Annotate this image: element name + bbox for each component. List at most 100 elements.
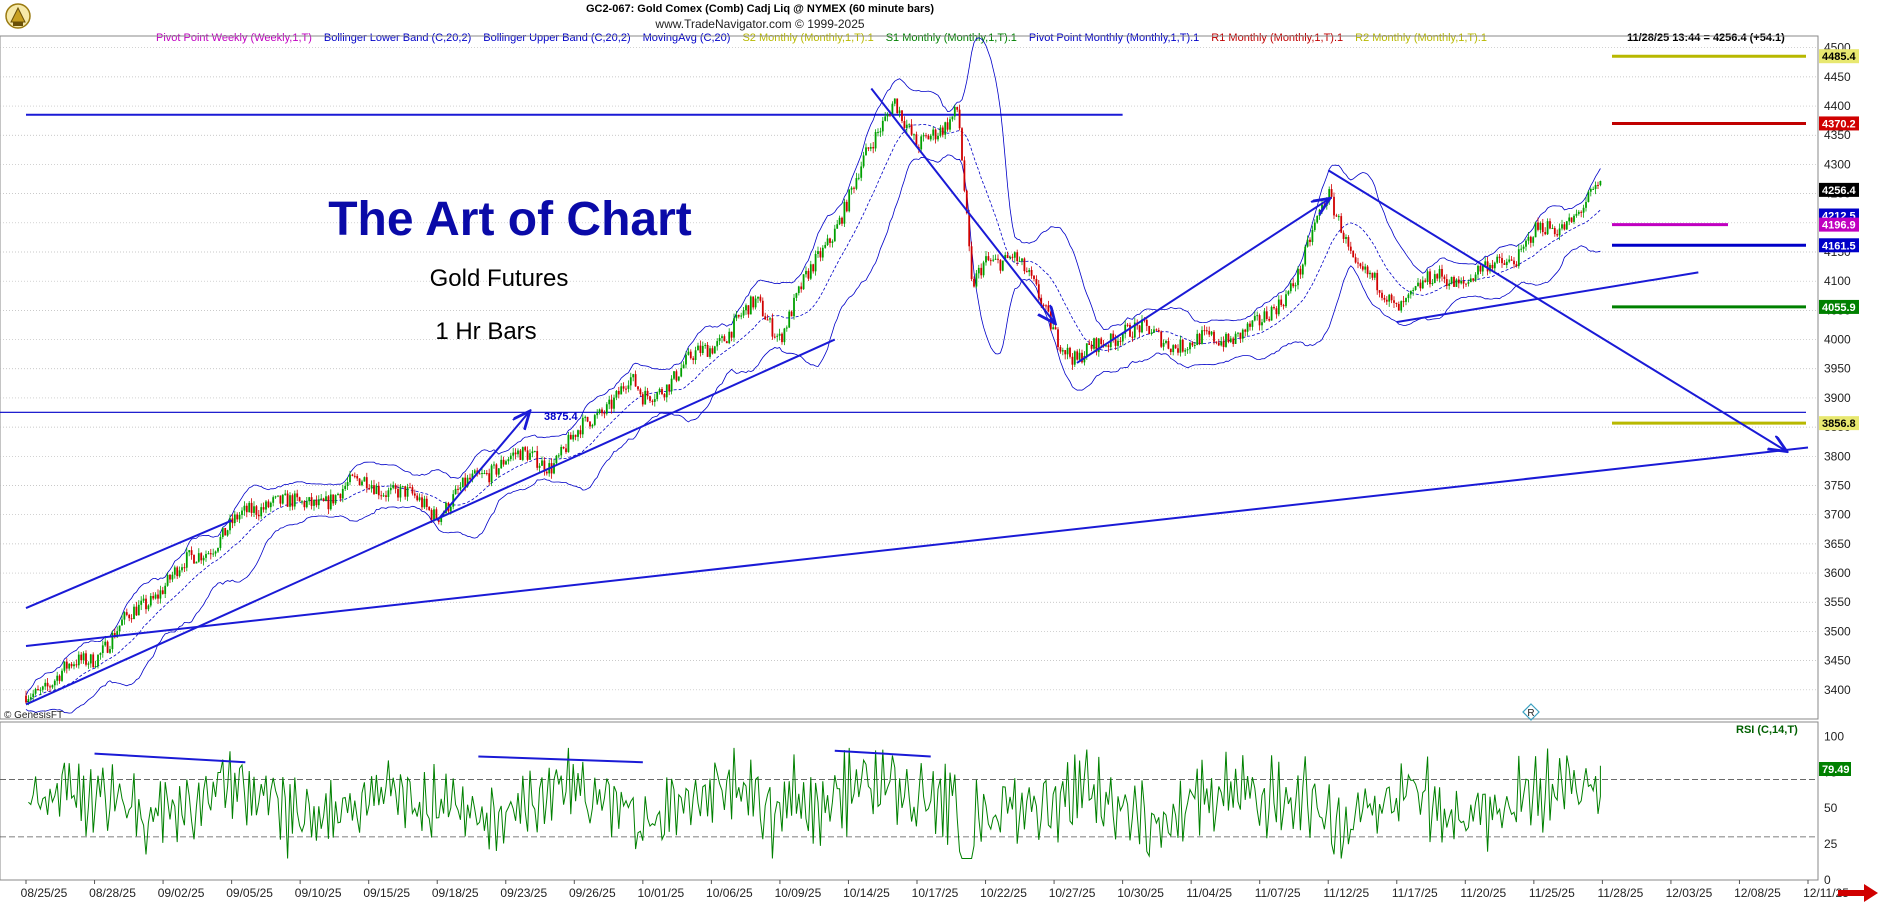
candle-body (1239, 332, 1242, 339)
candle-body (877, 131, 879, 133)
candle-body (502, 459, 505, 465)
x-tick-label: 10/09/25 (775, 886, 822, 900)
candle-body (697, 345, 699, 351)
candle-body (32, 693, 35, 698)
candle-body (128, 614, 131, 619)
candle-body (183, 567, 186, 569)
candle-body (1342, 232, 1345, 239)
candle-body (1088, 343, 1091, 345)
candle-body (1465, 283, 1467, 285)
candle-body (1037, 284, 1040, 298)
rsi-last-value-tag: 79.49 (1819, 762, 1851, 776)
price-tag-label: 3856.8 (1822, 418, 1856, 430)
candle-body (1513, 260, 1515, 265)
candle-body (925, 135, 927, 137)
x-tick-label: 09/23/25 (500, 886, 547, 900)
candle-body (1093, 338, 1095, 349)
candle-body (154, 594, 157, 599)
candle-body (1217, 342, 1220, 346)
candle-body (80, 654, 83, 661)
candle-body (1534, 222, 1537, 238)
x-tick-label: 10/22/25 (980, 886, 1027, 900)
candle-body (457, 488, 459, 490)
candle-body (349, 474, 351, 483)
candle-body (1325, 201, 1328, 206)
candle-body (51, 685, 54, 688)
candle-body (301, 501, 303, 503)
candle-body (536, 451, 539, 468)
candle-body (1582, 207, 1585, 213)
x-tick-label: 12/08/25 (1734, 886, 1781, 900)
candle-body (608, 399, 611, 405)
candle-body (1510, 259, 1513, 261)
candle-body (639, 389, 642, 395)
candle-body (749, 296, 752, 315)
candle-body (865, 147, 867, 156)
candle-body (1035, 278, 1038, 285)
candle-body (838, 217, 841, 225)
candle-body (1405, 298, 1407, 302)
candle-body (889, 114, 891, 116)
candle-body (569, 434, 572, 440)
candle-body (1210, 331, 1213, 335)
candle-body (418, 497, 421, 501)
candle-body (358, 478, 361, 486)
candle-body (1381, 292, 1383, 298)
candle-body (236, 514, 239, 520)
trade-navigator-logo-icon (5, 3, 31, 29)
candle-body (1129, 324, 1131, 337)
candle-body (1208, 330, 1211, 335)
candle-body (1097, 338, 1100, 353)
legend-item-8: R2 Monthly (Monthly,1,T).1 (1355, 32, 1487, 44)
candle-body (1474, 274, 1477, 281)
candle-body (673, 371, 675, 379)
candle-body (793, 297, 795, 317)
price-tick-label: 4300 (1824, 157, 1851, 171)
candle-body (778, 333, 781, 336)
candle-body (939, 127, 942, 136)
candle-body (1222, 341, 1225, 347)
candle-body (1131, 336, 1134, 338)
candle-body (1119, 340, 1122, 342)
candle-body (740, 315, 743, 317)
candle-body (1397, 303, 1400, 311)
candle-body (850, 187, 853, 190)
last-quote: 11/28/25 13:44 = 4256.4 (+54.1) (1627, 32, 1785, 44)
candle-body (1169, 348, 1172, 353)
candle-body (766, 319, 769, 321)
candle-body (289, 495, 291, 507)
candle-body (584, 416, 587, 418)
candle-body (627, 385, 630, 389)
candle-body (92, 654, 95, 668)
candle-body (267, 501, 270, 508)
candle-body (1469, 278, 1472, 283)
candle-body (905, 124, 908, 128)
candle-body (37, 688, 39, 691)
candle-body (149, 596, 152, 606)
candle-body (632, 374, 635, 378)
scroll-right-arrow-icon[interactable] (1838, 884, 1878, 902)
candle-body (1429, 271, 1431, 285)
candle-body (75, 664, 78, 666)
candle-body (212, 553, 215, 555)
x-tick-label: 11/17/25 (1392, 886, 1438, 900)
candle-body (785, 327, 788, 329)
candle-body (951, 116, 954, 120)
candle-body (769, 318, 771, 320)
candle-body (435, 509, 438, 520)
candle-body (209, 553, 212, 555)
candle-body (1503, 263, 1506, 265)
candle-body (433, 509, 435, 520)
candle-body (663, 394, 666, 398)
candle-body (109, 649, 111, 653)
candle-body (1232, 338, 1235, 344)
candle-body (1073, 351, 1076, 365)
candle-body (471, 473, 474, 480)
candle-body (1049, 311, 1052, 330)
candle-body (884, 116, 887, 121)
candle-body (1054, 327, 1057, 330)
candle-body (1114, 339, 1117, 346)
candle-body (1455, 279, 1458, 287)
candle-body (1244, 329, 1247, 332)
candle-body (675, 371, 678, 381)
